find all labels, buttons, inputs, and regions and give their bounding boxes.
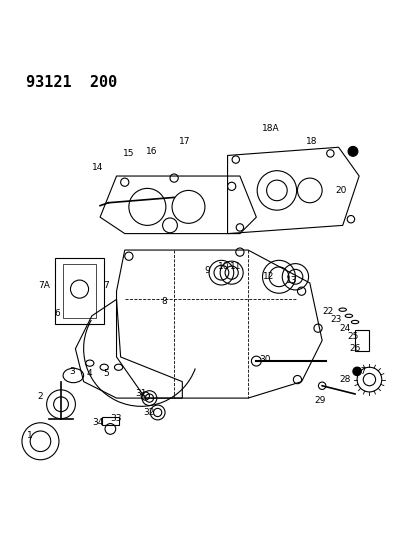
Text: 16: 16 (145, 147, 157, 156)
Text: 8: 8 (161, 297, 166, 306)
Text: 30: 30 (258, 354, 270, 364)
Text: 14: 14 (92, 163, 104, 172)
Text: 9: 9 (204, 266, 209, 275)
Text: 6: 6 (54, 309, 59, 318)
Circle shape (352, 367, 360, 375)
Text: 23: 23 (330, 316, 342, 325)
Text: 34: 34 (92, 418, 104, 427)
Text: 25: 25 (347, 332, 358, 341)
Text: 4: 4 (87, 369, 93, 378)
Text: 3: 3 (69, 367, 75, 376)
Text: 11: 11 (230, 262, 241, 271)
Text: 27: 27 (355, 367, 366, 376)
Text: 93121  200: 93121 200 (26, 75, 117, 90)
Text: 31: 31 (135, 390, 147, 399)
Text: 5: 5 (103, 369, 109, 378)
Text: 2: 2 (38, 392, 43, 400)
Circle shape (347, 147, 357, 156)
Text: 13: 13 (285, 277, 297, 285)
Text: 7: 7 (103, 280, 109, 289)
Text: 28: 28 (338, 375, 349, 384)
Text: 17: 17 (178, 136, 190, 146)
Text: 18A: 18A (261, 124, 279, 133)
Text: 10: 10 (217, 262, 229, 271)
Text: 12: 12 (262, 272, 274, 281)
Text: 20: 20 (334, 186, 346, 195)
Text: 1: 1 (26, 431, 32, 440)
Text: 26: 26 (349, 344, 360, 353)
Text: 32: 32 (143, 408, 155, 417)
Text: 22: 22 (322, 307, 333, 316)
Text: 24: 24 (338, 324, 349, 333)
Text: 18: 18 (305, 136, 317, 146)
Text: 15: 15 (123, 149, 134, 158)
Text: 29: 29 (313, 395, 325, 405)
Text: 33: 33 (111, 414, 122, 423)
Text: 7A: 7A (38, 280, 50, 289)
